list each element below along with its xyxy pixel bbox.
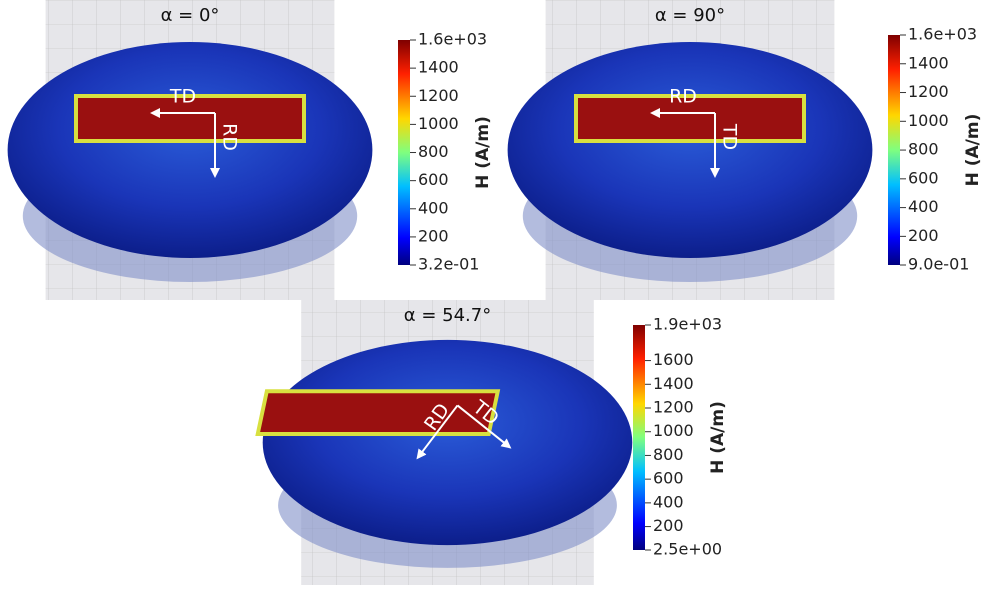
panel: α = 0° TD RD 1.6e+03 1400 1200 1000 800 600 400 20… xyxy=(7,0,493,300)
colorbar-tick-label: 1000 xyxy=(418,114,459,133)
colorbar-tick-label: 200 xyxy=(908,226,939,245)
colorbar-tick-label: 1000 xyxy=(908,111,949,130)
colorbar-tick-label: 400 xyxy=(908,197,939,216)
colorbar-tick-label: 200 xyxy=(653,516,684,535)
arrow-label: TD xyxy=(169,86,196,108)
colorbar-label: H (A/m) xyxy=(708,401,728,474)
colorbar-tick-label: 2.5e+00 xyxy=(653,540,722,559)
colorbar-tick-label: 800 xyxy=(908,140,939,159)
arrow-label: RD xyxy=(219,123,241,151)
colorbar-label: H (A/m) xyxy=(963,114,983,187)
colorbar-tick-label: 1400 xyxy=(908,53,949,72)
disk xyxy=(7,42,373,258)
colorbar-tick-label: 1200 xyxy=(653,398,694,417)
colorbar-tick-label: 9.0e-01 xyxy=(908,255,969,274)
colorbar xyxy=(888,35,900,265)
sample xyxy=(574,94,806,143)
sample xyxy=(74,94,306,143)
colorbar-tick-label: 400 xyxy=(418,198,449,217)
colorbar-tick-label: 600 xyxy=(653,469,684,488)
colorbar-tick-label: 1.9e+03 xyxy=(653,315,722,334)
arrow xyxy=(416,404,459,460)
colorbar-tick-label: 600 xyxy=(418,170,449,189)
colorbar xyxy=(633,325,645,550)
colorbar-tick-label: 800 xyxy=(418,142,449,161)
panel-title: α = 90° xyxy=(655,5,725,26)
colorbar-tick-label: 200 xyxy=(418,226,449,245)
colorbar-tick-label: 600 xyxy=(908,168,939,187)
colorbar-tick-label: 400 xyxy=(653,492,684,511)
colorbar-tick-label: 1000 xyxy=(653,421,694,440)
disk xyxy=(507,42,873,258)
colorbar-tick-label: 1.6e+03 xyxy=(908,25,977,44)
arrow xyxy=(456,404,512,449)
colorbar-tick-label: 1200 xyxy=(908,82,949,101)
colorbar xyxy=(398,40,410,265)
panel-title: α = 0° xyxy=(161,5,220,26)
arrow-label: TD xyxy=(719,123,741,150)
colorbar-tick-label: 1.6e+03 xyxy=(418,30,487,49)
colorbar-tick-label: 1400 xyxy=(653,374,694,393)
panel-title: α = 54.7° xyxy=(404,305,491,326)
arrow-label: RD xyxy=(669,86,697,108)
colorbar-tick-label: 1200 xyxy=(418,86,459,105)
sample xyxy=(255,389,501,436)
colorbar-tick-label: 800 xyxy=(653,445,684,464)
panel: α = 54.7°RD TD1.9e+0316001400120010008006… xyxy=(255,300,728,585)
colorbar-label: H (A/m) xyxy=(473,116,493,189)
colorbar-tick-label: 1600 xyxy=(653,350,694,369)
colorbar-tick-label: 1400 xyxy=(418,58,459,77)
panel: α = 90° RD TD 1.6e+03 1400 1200 1000 800 600 400 2… xyxy=(507,0,983,300)
disk xyxy=(262,339,633,546)
colorbar-tick-label: 3.2e-01 xyxy=(418,255,479,274)
